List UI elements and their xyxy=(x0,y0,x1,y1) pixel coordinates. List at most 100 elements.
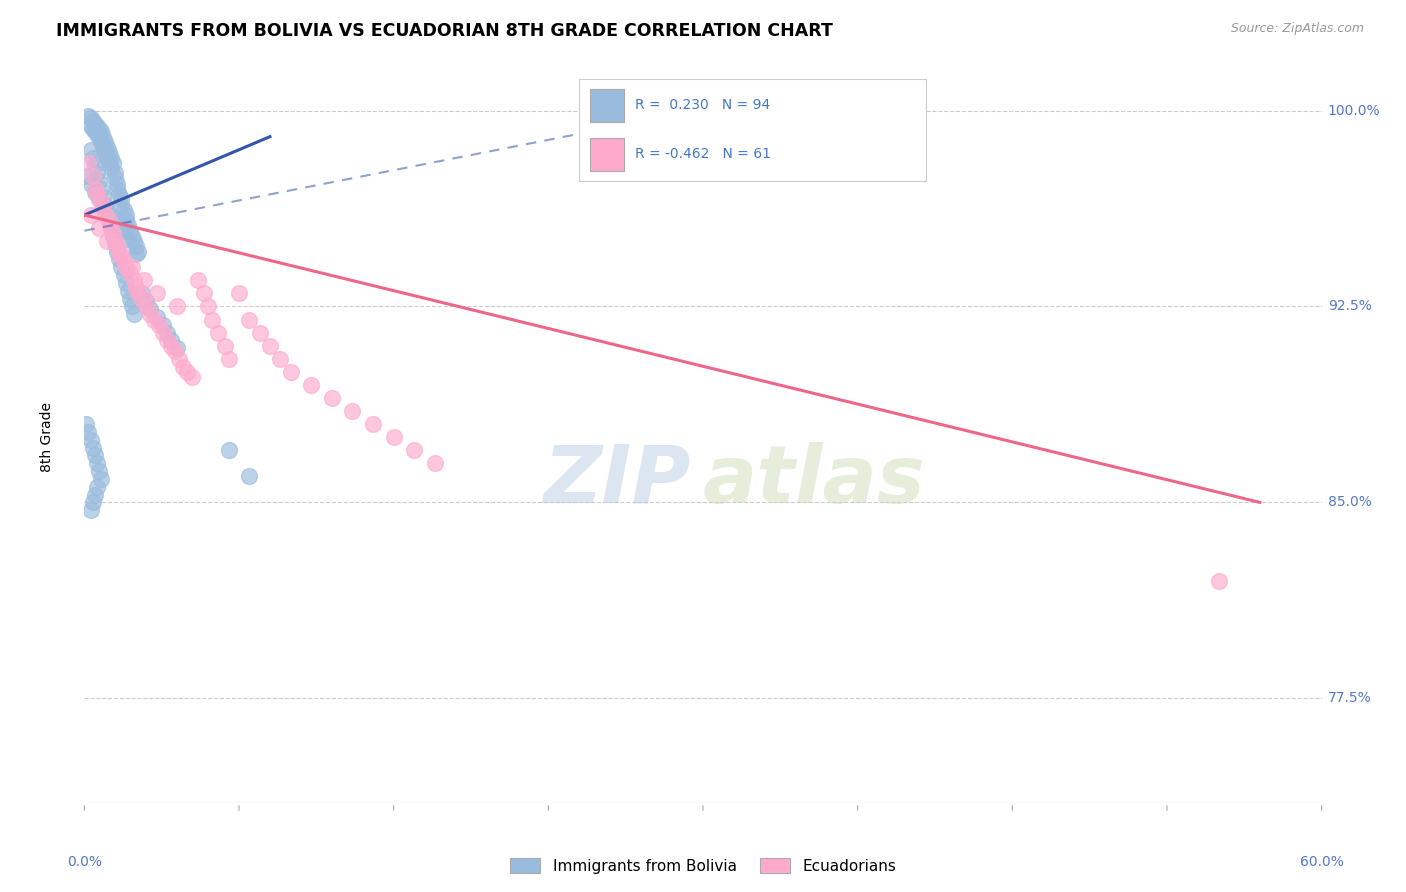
Point xyxy=(135,300,157,314)
Point xyxy=(79,119,101,133)
Point xyxy=(103,227,125,241)
Point xyxy=(103,155,125,169)
Point xyxy=(75,417,97,431)
Point xyxy=(404,443,426,458)
Point xyxy=(114,276,136,290)
Point xyxy=(79,143,101,157)
Point xyxy=(122,307,145,321)
Point xyxy=(238,312,260,326)
Point xyxy=(79,208,101,222)
Point xyxy=(112,255,135,269)
Point xyxy=(139,301,162,317)
Point xyxy=(98,213,121,227)
Point xyxy=(160,334,183,348)
Point xyxy=(156,326,179,340)
Point xyxy=(83,185,105,199)
Point xyxy=(100,161,122,175)
Point xyxy=(87,121,110,136)
Point xyxy=(91,200,114,214)
Point xyxy=(121,260,143,275)
Point xyxy=(214,339,236,353)
Point xyxy=(77,169,100,183)
Point xyxy=(82,441,104,455)
Point xyxy=(82,121,104,136)
Point xyxy=(94,135,117,149)
Point xyxy=(83,117,105,131)
Point xyxy=(108,252,131,267)
Point xyxy=(269,351,291,366)
Point xyxy=(83,487,105,501)
Point xyxy=(103,229,125,244)
Point xyxy=(201,312,224,326)
Point xyxy=(361,417,384,431)
Point xyxy=(108,187,131,202)
Point xyxy=(90,194,112,209)
Point xyxy=(118,292,141,306)
Point xyxy=(98,213,121,227)
Point xyxy=(96,140,118,154)
Text: 60.0%: 60.0% xyxy=(1299,855,1344,869)
Text: 100.0%: 100.0% xyxy=(1327,103,1381,118)
Point xyxy=(117,219,139,233)
Point xyxy=(104,166,127,180)
Point xyxy=(131,286,153,301)
Point xyxy=(86,119,108,133)
Point xyxy=(122,273,145,287)
Point xyxy=(218,351,240,366)
Text: 77.5%: 77.5% xyxy=(1327,691,1372,706)
Point xyxy=(156,334,179,348)
Point xyxy=(110,224,132,238)
Point xyxy=(77,155,100,169)
Point xyxy=(94,208,117,222)
Point xyxy=(90,135,112,149)
Point xyxy=(108,247,131,261)
Point xyxy=(166,300,188,314)
Legend: Immigrants from Bolivia, Ecuadorians: Immigrants from Bolivia, Ecuadorians xyxy=(503,852,903,880)
Point xyxy=(172,359,194,374)
Point xyxy=(143,312,166,326)
Point xyxy=(110,260,132,275)
Point xyxy=(96,151,118,165)
Point xyxy=(91,190,114,204)
Point xyxy=(249,326,271,340)
Point xyxy=(83,158,105,172)
Text: 8th Grade: 8th Grade xyxy=(41,402,55,472)
Point xyxy=(96,205,118,219)
Point xyxy=(100,221,122,235)
Point xyxy=(79,433,101,447)
Point xyxy=(1208,574,1230,588)
Point xyxy=(218,443,240,458)
Point xyxy=(90,182,112,196)
Point xyxy=(152,318,174,332)
Point xyxy=(228,286,250,301)
Point xyxy=(145,310,167,324)
Point xyxy=(207,326,229,340)
Point xyxy=(134,273,156,287)
Point xyxy=(94,145,117,160)
Point xyxy=(79,112,101,126)
Point xyxy=(299,377,322,392)
Point xyxy=(166,341,188,355)
Point xyxy=(176,365,198,379)
Point xyxy=(167,351,190,366)
Point xyxy=(259,339,281,353)
Point xyxy=(100,221,122,235)
Point xyxy=(139,307,162,321)
Point xyxy=(152,326,174,340)
Point xyxy=(110,193,132,207)
Point xyxy=(77,109,100,123)
Text: 92.5%: 92.5% xyxy=(1327,300,1372,313)
Point xyxy=(187,273,209,287)
Point xyxy=(96,234,118,248)
Point xyxy=(127,286,149,301)
Point xyxy=(127,244,149,259)
Point xyxy=(104,234,127,248)
Point xyxy=(91,129,114,144)
Point xyxy=(87,193,110,207)
Point xyxy=(79,503,101,517)
Point xyxy=(77,425,100,439)
Point xyxy=(87,221,110,235)
Point xyxy=(423,456,446,470)
Point xyxy=(122,234,145,248)
Point xyxy=(118,224,141,238)
